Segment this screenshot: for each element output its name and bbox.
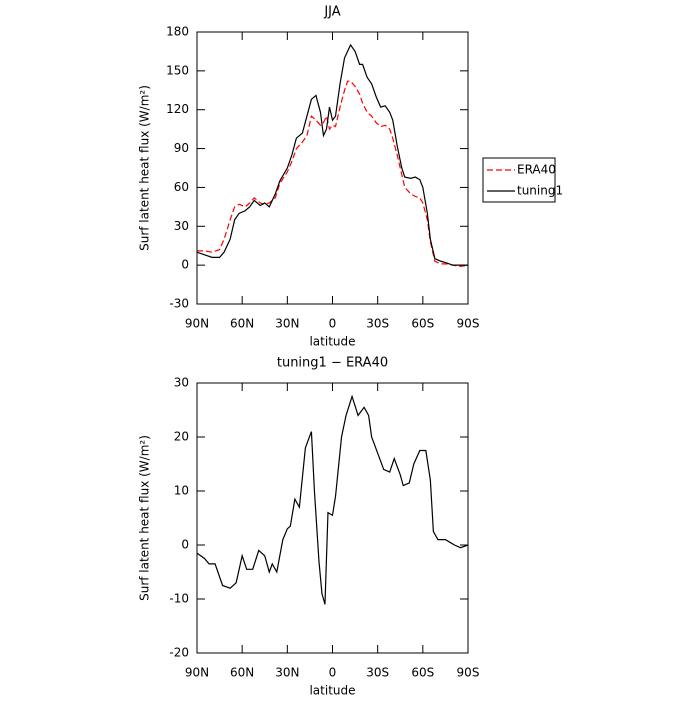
y-tick-label: 0 [181, 538, 189, 552]
x-tick-label: 30N [275, 666, 299, 680]
data-line [197, 80, 469, 268]
y-tick-label: 30 [174, 219, 189, 233]
x-tick-label: 30S [366, 317, 389, 331]
panel: JJA latitude Surf latent heat flux (W/m²) -… [138, 5, 564, 349]
y-axis-label: Surf latent heat flux (W/m²) [138, 435, 152, 601]
y-tick-label: -10 [169, 592, 189, 606]
x-tick-label: 60N [230, 317, 254, 331]
x-axis-label: latitude [309, 684, 355, 698]
x-tick-label: 0 [329, 666, 337, 680]
legend-box [482, 157, 556, 203]
y-tick-label: 20 [174, 430, 189, 444]
y-tick-label: 150 [166, 63, 189, 77]
y-tick-label: 120 [166, 102, 189, 116]
y-axis-label: Surf latent heat flux (W/m²) [138, 85, 152, 251]
y-tick-label: 90 [174, 141, 189, 155]
y-tick-label: 10 [174, 484, 189, 498]
x-axis-label: latitude [309, 335, 355, 349]
y-tick-label: -30 [169, 297, 189, 311]
legend-label: tuning1 [517, 184, 563, 198]
x-tick-label: 30N [275, 317, 299, 331]
data-line [196, 394, 469, 605]
y-tick-label: 180 [166, 25, 189, 39]
y-tick-label: 60 [174, 180, 189, 194]
data-line [196, 43, 468, 266]
x-tick-label: 30S [366, 666, 389, 680]
y-tick-label: 0 [181, 258, 189, 272]
panel: tuning1 − ERA40 latitude Surf latent heat … [138, 356, 480, 698]
x-tick-label: 60S [411, 317, 434, 331]
x-tick-label: 90S [457, 317, 480, 331]
x-tick-label: 60S [411, 666, 434, 680]
x-tick-label: 90N [185, 317, 209, 331]
x-tick-label: 90N [185, 666, 209, 680]
y-tick-label: 30 [174, 376, 189, 390]
y-tick-label: -20 [169, 646, 189, 660]
x-tick-label: 90S [457, 666, 480, 680]
legend-label: ERA40 [517, 163, 556, 177]
x-tick-label: 0 [329, 317, 337, 331]
x-tick-label: 60N [230, 666, 254, 680]
chart-title: JJA [323, 5, 340, 20]
chart-title: tuning1 − ERA40 [277, 356, 388, 371]
plot-frame [196, 31, 469, 305]
plot-frame [196, 382, 469, 654]
